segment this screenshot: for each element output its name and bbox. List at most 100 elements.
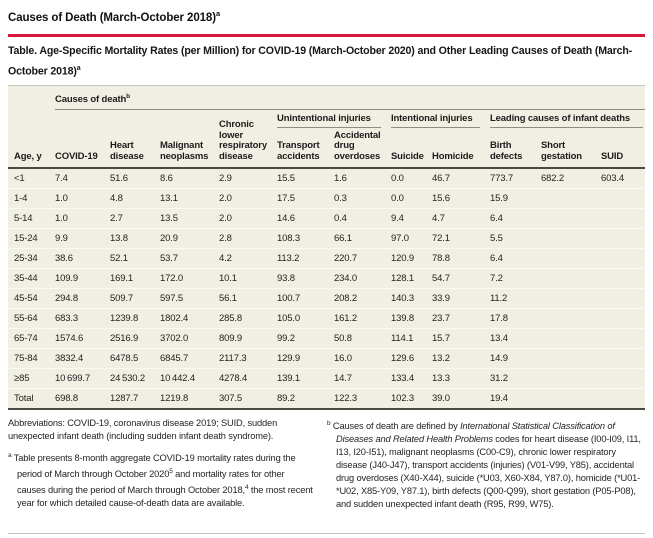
value-cell: 698.8 — [55, 388, 110, 410]
age-cell: 15-24 — [8, 228, 55, 249]
value-cell: 2.8 — [219, 228, 277, 249]
age-cell: 5-14 — [8, 208, 55, 229]
column-header-malignant-neoplasms: Malignant neoplasms — [160, 140, 209, 162]
value-cell: 97.0 — [391, 228, 432, 249]
column-header-homicide: Homicide — [432, 150, 474, 162]
value-cell: 39.0 — [432, 388, 490, 410]
value-cell: 133.4 — [391, 368, 432, 389]
header-row-groups: COVID-19 Heart disease Malignant neoplas… — [8, 110, 645, 161]
value-cell: 50.8 — [334, 328, 391, 349]
accent-rule — [8, 33, 645, 37]
value-cell: 169.1 — [110, 268, 160, 289]
value-cell: 19.4 — [490, 388, 541, 410]
age-cell: <1 — [8, 167, 55, 189]
value-cell: 93.8 — [277, 268, 334, 289]
footnotes: Abbreviations: COVID-19, coronavirus dis… — [8, 410, 645, 517]
value-cell: 139.8 — [391, 308, 432, 329]
value-cell: 1239.8 — [110, 308, 160, 329]
value-cell: 20.9 — [160, 228, 219, 249]
value-cell: 603.4 — [601, 167, 646, 189]
group-header-intentional-label: Intentional injuries — [391, 113, 473, 125]
table-row: 75-84 3832.4 6478.5 6845.7 2117.3 129.9 16.0 12… — [8, 348, 646, 369]
value-cell: 682.2 — [541, 167, 601, 189]
value-cell: 129.6 — [391, 348, 432, 369]
value-cell: 208.2 — [334, 288, 391, 309]
value-cell — [601, 268, 646, 289]
value-cell: 56.1 — [219, 288, 277, 309]
value-cell: 102.3 — [391, 388, 432, 410]
value-cell: 4.2 — [219, 248, 277, 269]
table-row: 35-44 109.9 169.1 172.0 10.1 93.8 234.0 128.1 54… — [8, 268, 646, 289]
column-header-age: Age, y — [14, 150, 42, 162]
value-cell: 78.8 — [432, 248, 490, 269]
value-cell: 1.0 — [55, 208, 110, 229]
group-header-causes-of-death: Causes of deathb — [55, 86, 646, 111]
value-cell: 773.7 — [490, 167, 541, 189]
value-cell: 14.7 — [334, 368, 391, 389]
table-row: 65-74 1574.6 2516.9 3702.0 809.9 99.2 50.8 114.… — [8, 328, 646, 349]
value-cell: 31.2 — [490, 368, 541, 389]
group-header-unintentional-label: Unintentional injuries — [277, 113, 371, 125]
value-cell: 4.7 — [432, 208, 490, 229]
value-cell: 51.6 — [110, 167, 160, 189]
age-cell: 55-64 — [8, 308, 55, 329]
value-cell: 53.7 — [160, 248, 219, 269]
value-cell: 1574.6 — [55, 328, 110, 349]
value-cell: 0.0 — [391, 167, 432, 189]
column-header-short-gestation: Short gestation — [541, 140, 582, 162]
value-cell: 6845.7 — [160, 348, 219, 369]
value-cell: 13.2 — [432, 348, 490, 369]
value-cell: 5.5 — [490, 228, 541, 249]
value-cell: 683.3 — [55, 308, 110, 329]
value-cell: 1219.8 — [160, 388, 219, 410]
value-cell: 46.7 — [432, 167, 490, 189]
value-cell: 13.1 — [160, 188, 219, 209]
footnote-column-right: b Causes of death are defined by Interna… — [327, 417, 645, 517]
value-cell — [601, 228, 646, 249]
value-cell: 13.8 — [110, 228, 160, 249]
value-cell: 16.0 — [334, 348, 391, 369]
footnote-b: b Causes of death are defined by Interna… — [327, 417, 645, 511]
value-cell: 89.2 — [277, 388, 334, 410]
value-cell: 38.6 — [55, 248, 110, 269]
value-cell: 0.4 — [334, 208, 391, 229]
value-cell: 7.2 — [490, 268, 541, 289]
value-cell: 140.3 — [391, 288, 432, 309]
column-header-chronic-lower-respiratory: Chronic lower respiratory disease — [219, 119, 267, 162]
table-row: ≥85 10 699.7 24 530.2 10 442.4 4278.4 139.1 14… — [8, 368, 646, 389]
value-cell: 3702.0 — [160, 328, 219, 349]
page-title-footnote-marker: a — [215, 9, 221, 18]
age-cell: ≥85 — [8, 368, 55, 389]
value-cell — [601, 368, 646, 389]
value-cell: 54.7 — [432, 268, 490, 289]
footnote-a-ref-4: 4 — [244, 484, 249, 492]
header-row-causes: Age, y Causes of deathb — [8, 86, 646, 161]
value-cell: 52.1 — [110, 248, 160, 269]
value-cell: 2.7 — [110, 208, 160, 229]
value-cell: 120.9 — [391, 248, 432, 269]
table-row: Total 698.8 1287.7 1219.8 307.5 89.2 122.3 102.… — [8, 388, 646, 410]
group-header-unintentional-injuries: Unintentional injuries — [277, 110, 391, 128]
value-cell — [541, 248, 601, 269]
table-row: 45-54 294.8 509.7 597.5 56.1 100.7 208.2 140.3 3… — [8, 288, 646, 309]
column-header-covid19: COVID-19 — [55, 150, 98, 162]
group-header-infant-deaths: Leading causes of infant deaths — [490, 110, 645, 128]
table-row: 5-14 1.0 2.7 13.5 2.0 14.6 0.4 9.4 4.7 6.4 — [8, 208, 646, 229]
value-cell: 13.4 — [490, 328, 541, 349]
table-row: <1 7.4 51.6 8.6 2.9 15.5 1.6 0.0 46.7 773.7 682.2 6… — [8, 167, 646, 189]
value-cell: 1.6 — [334, 167, 391, 189]
table-row: 25-34 38.6 52.1 53.7 4.2 113.2 220.7 120.9 78.8 6… — [8, 248, 646, 269]
value-cell: 105.0 — [277, 308, 334, 329]
table-body: <1 7.4 51.6 8.6 2.9 15.5 1.6 0.0 46.7 773.7 682.2 6… — [8, 167, 646, 410]
footnote-b-text: Causes of death are defined by — [332, 421, 461, 432]
footnote-b-icd-title: International Statistical Classification… — [336, 421, 615, 445]
value-cell: 128.1 — [391, 268, 432, 289]
value-cell: 99.2 — [277, 328, 334, 349]
value-cell: 14.6 — [277, 208, 334, 229]
value-cell: 15.6 — [432, 188, 490, 209]
value-cell: 13.3 — [432, 368, 490, 389]
value-cell: 109.9 — [55, 268, 110, 289]
value-cell: 114.1 — [391, 328, 432, 349]
value-cell: 14.9 — [490, 348, 541, 369]
value-cell: 9.9 — [55, 228, 110, 249]
